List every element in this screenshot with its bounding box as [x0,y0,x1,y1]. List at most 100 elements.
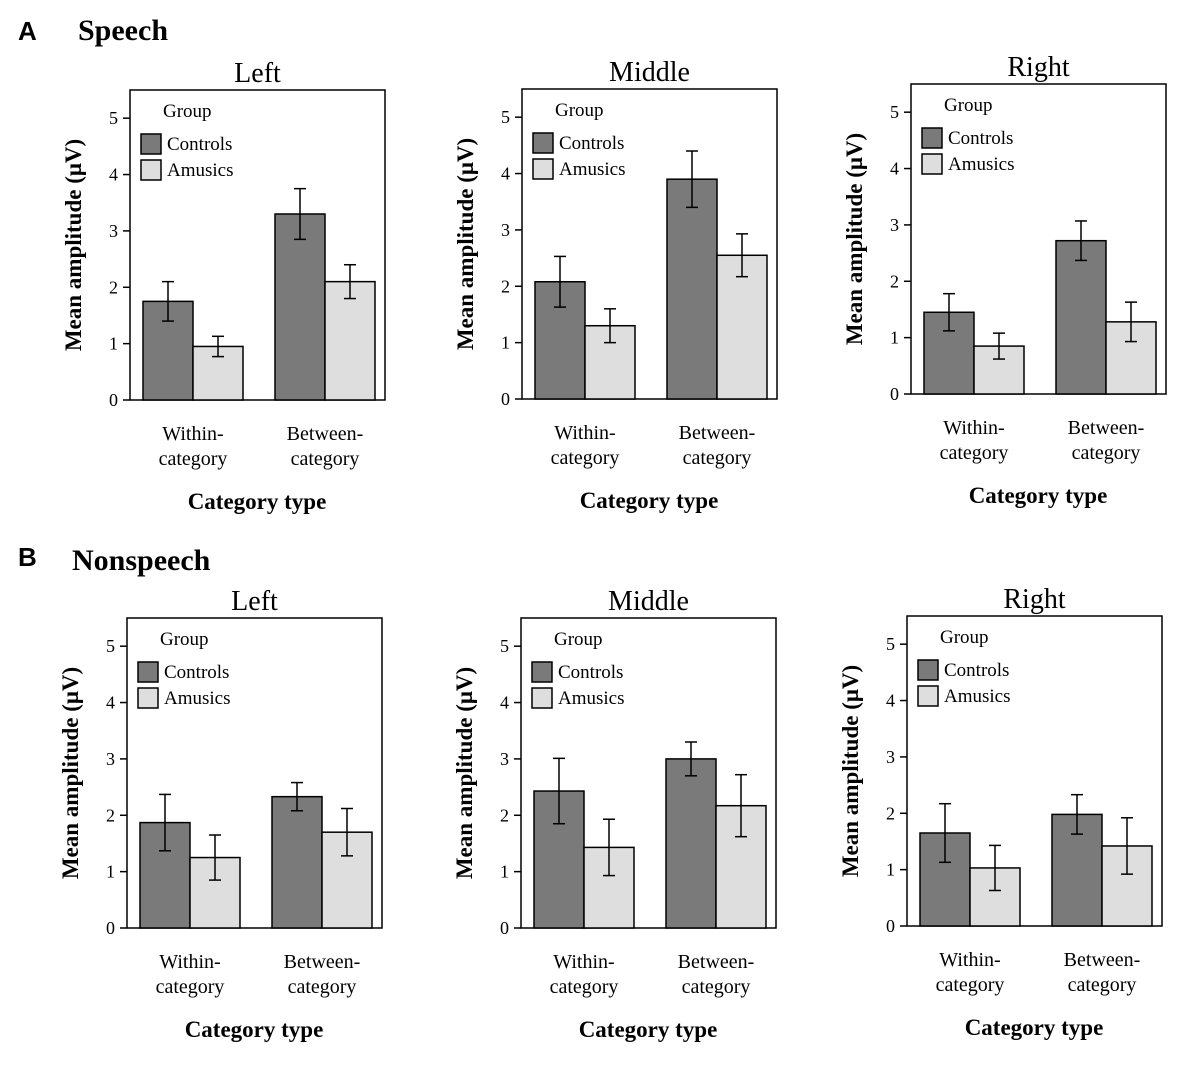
y-axis-label: Mean amplitude (μV) [838,665,863,877]
y-tick-label: 5 [501,107,510,127]
plot-frame [126,617,383,929]
y-tick-label: 1 [500,862,509,882]
bar-chart-svg: Right 0 1 2 3 4 5 Mean amplitude (μV) Within-cat… [842,52,1167,508]
y-tick-label: 3 [500,749,509,769]
y-tick-label: 2 [106,805,115,825]
y-tick-label: 1 [886,860,895,880]
bar-amusics [324,280,376,401]
x-axis-label: Category type [965,1015,1104,1040]
bar-chart-svg: Right 0 1 2 3 4 5 Mean amplitude (μV) Within-cat… [838,584,1163,1040]
bar-controls [274,213,326,401]
y-tick-label: 2 [109,277,118,297]
chart-title: Left [234,58,281,89]
y-tick-label: 2 [501,276,510,296]
legend-swatch-amusics [921,153,943,175]
bar-chart-svg: Middle 0 1 2 3 4 5 Mean amplitude (μV) Within-ca… [453,57,778,513]
y-tick-label: 4 [109,165,118,185]
y-tick-label: 0 [890,384,899,404]
plot-frame [521,88,778,400]
y-tick-label: 4 [890,159,899,179]
x-category-label: Within-category [550,951,619,998]
y-tick-label: 2 [500,805,509,825]
x-axis-label: Category type [580,488,719,513]
legend-swatch-controls [921,127,943,149]
legend-swatch-controls [532,132,554,154]
legend-label-controls: Controls [559,133,624,154]
section-a-title: Speech [78,14,168,47]
y-axis-label: Mean amplitude (μV) [453,138,478,350]
y-tick-label: 0 [500,918,509,938]
chart-title: Right [1003,584,1065,615]
y-tick-label: 5 [500,636,509,656]
legend-title: Group [940,627,989,648]
legend: Group Controls Amusics [532,100,626,180]
y-tick-label: 5 [890,102,899,122]
legend-swatch-amusics [917,685,939,707]
y-tick-label: 4 [500,693,509,713]
x-axis-label: Category type [185,1017,324,1042]
legend-title: Group [944,95,993,116]
y-axis-label: Mean amplitude (μV) [842,133,867,345]
legend-label-controls: Controls [558,662,623,683]
chart-title: Right [1007,52,1069,83]
y-tick-label: 3 [109,221,118,241]
chart-panel-speech-middle: Middle 0 1 2 3 4 5 Mean amplitude (μV) Within-ca… [447,57,827,557]
plot-frame [129,89,386,401]
x-category-label: Between-category [1068,417,1145,464]
x-category-label: Within-category [156,951,225,998]
section-b-letter: B [18,542,37,572]
legend-label-controls: Controls [167,134,232,155]
y-tick-label: 2 [890,271,899,291]
legend: Group Controls Amusics [921,95,1015,175]
y-axis-label: Mean amplitude (μV) [61,139,86,351]
y-tick-label: 1 [890,328,899,348]
x-axis-label: Category type [969,483,1108,508]
legend-label-controls: Controls [944,660,1009,681]
x-category-label: Within-category [940,417,1009,464]
legend-label-amusics: Amusics [944,686,1011,707]
legend-swatch-controls [137,661,159,683]
legend-label-amusics: Amusics [167,160,234,181]
section-b-title: Nonspeech [72,544,211,577]
x-category-label: Within-category [159,423,228,470]
bar-chart-svg: Middle 0 1 2 3 4 5 Mean amplitude (μV) Within-ca… [452,586,777,1042]
y-tick-label: 0 [886,916,895,936]
x-category-label: Between-category [679,422,756,469]
legend-title: Group [163,101,212,122]
legend-title: Group [554,629,603,650]
legend-swatch-amusics [531,687,553,709]
legend-label-controls: Controls [164,662,229,683]
legend: Group Controls Amusics [140,101,234,181]
plot-frame [910,83,1167,395]
y-tick-label: 1 [106,862,115,882]
chart-title: Middle [608,586,689,617]
legend-label-amusics: Amusics [164,688,231,709]
x-axis-label: Category type [579,1017,718,1042]
legend-label-controls: Controls [948,128,1013,149]
legend: Group Controls Amusics [917,627,1011,707]
bar-controls [1055,239,1107,395]
legend-swatch-controls [917,659,939,681]
chart-panel-nonspeech-right: Right 0 1 2 3 4 5 Mean amplitude (μV) Within-cat… [832,584,1183,1084]
legend-label-amusics: Amusics [558,688,625,709]
y-tick-label: 0 [109,390,118,410]
legend-title: Group [555,100,604,121]
legend-swatch-controls [140,133,162,155]
y-tick-label: 2 [886,803,895,823]
chart-panel-nonspeech-left: Left 0 1 2 3 4 5 Mean amplitude (μV) Within-cate… [52,586,432,1086]
y-tick-label: 3 [886,747,895,767]
legend-label-amusics: Amusics [948,154,1015,175]
legend: Group Controls Amusics [531,629,625,709]
legend-title: Group [160,629,209,650]
y-tick-label: 5 [109,108,118,128]
chart-panel-speech-right: Right 0 1 2 3 4 5 Mean amplitude (μV) Within-cat… [836,52,1183,552]
bar-chart-svg: Left 0 1 2 3 4 5 Mean amplitude (μV) Within-cate… [61,58,386,514]
chart-panel-speech-left: Left 0 1 2 3 4 5 Mean amplitude (μV) Within-cate… [55,58,435,558]
y-tick-label: 3 [501,220,510,240]
legend-swatch-controls [531,661,553,683]
x-category-label: Between-category [678,951,755,998]
y-tick-label: 5 [106,636,115,656]
y-axis-label: Mean amplitude (μV) [452,667,477,879]
bar-amusics [716,254,768,400]
y-tick-label: 1 [501,333,510,353]
